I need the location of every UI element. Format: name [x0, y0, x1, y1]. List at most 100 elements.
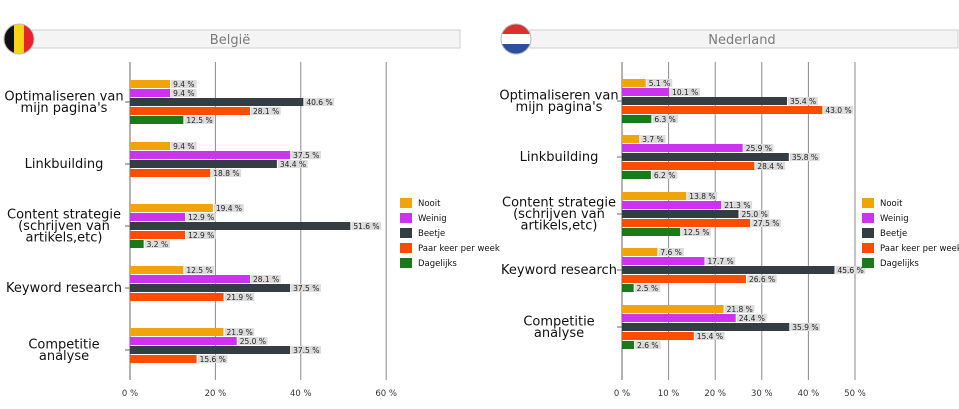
data-label-bg — [743, 144, 774, 152]
data-label: 26.6 % — [749, 275, 775, 284]
data-label-bg — [694, 332, 725, 340]
category-label: Competitie — [523, 314, 594, 329]
data-label-bg — [746, 275, 777, 283]
bar — [622, 192, 687, 200]
bar — [622, 162, 755, 170]
data-label: 7.6 % — [660, 248, 681, 257]
data-label: 37.5 % — [293, 284, 319, 293]
data-label: 21.9 % — [227, 293, 253, 302]
data-label-bg — [751, 219, 781, 227]
data-label: 12.5 % — [683, 228, 709, 237]
bar — [130, 151, 291, 159]
bar — [130, 328, 224, 336]
data-label: 28.1 % — [253, 275, 279, 284]
data-label-bg — [144, 240, 171, 248]
data-label: 24.4 % — [739, 314, 765, 323]
data-label: 17.7 % — [707, 257, 733, 266]
bar — [622, 284, 634, 292]
legend-label: Paar keer per week — [418, 244, 500, 254]
legend-label: Weinig — [880, 214, 909, 224]
bar — [622, 171, 651, 179]
bar — [622, 266, 835, 274]
data-label: 25.9 % — [746, 144, 772, 153]
data-label: 2.5 % — [637, 284, 658, 293]
data-label: 40.6 % — [306, 98, 332, 107]
data-label-bg — [224, 293, 255, 301]
category-label: Keyword research — [501, 263, 617, 278]
data-label-bg — [790, 323, 821, 331]
data-label: 10.1 % — [672, 88, 698, 97]
legend-label: Dagelijks — [880, 259, 919, 269]
data-label-bg — [171, 80, 197, 88]
category-label: analyse — [39, 349, 89, 364]
bar — [622, 332, 694, 340]
data-label-bg — [171, 89, 197, 97]
data-label: 9.4 % — [173, 142, 194, 151]
bar — [130, 337, 237, 345]
bar — [622, 210, 739, 218]
data-label-bg — [652, 115, 678, 123]
bar — [622, 257, 705, 265]
data-label: 3.2 % — [147, 240, 168, 249]
category-label: analyse — [534, 326, 584, 341]
category-label: Content strategie — [7, 208, 121, 223]
data-label-bg — [635, 341, 661, 349]
data-label: 35.9 % — [792, 323, 818, 332]
data-label-bg — [823, 106, 854, 114]
bar — [622, 305, 724, 313]
bar — [130, 355, 197, 363]
bar — [130, 142, 171, 150]
data-label-bg — [687, 192, 718, 200]
data-label: 19.4 % — [216, 204, 242, 213]
bar — [130, 116, 184, 124]
data-label: 37.5 % — [293, 151, 319, 160]
bar — [130, 275, 250, 283]
bar — [130, 222, 351, 230]
data-label-bg — [651, 171, 678, 179]
bar — [622, 275, 746, 283]
bar — [622, 248, 658, 256]
legend-label: Beetje — [418, 229, 445, 239]
data-label-bg — [724, 305, 755, 313]
data-label-bg — [184, 266, 215, 274]
data-label: 35.4 % — [790, 97, 816, 106]
data-label: 45.6 % — [837, 266, 863, 275]
legend-swatch — [862, 243, 874, 253]
category-label: (schrijven van — [513, 207, 605, 222]
data-label: 6.3 % — [654, 115, 675, 124]
x-tick-label: 50 % — [844, 389, 866, 399]
data-label-bg — [634, 284, 661, 292]
bar — [622, 228, 681, 236]
bar — [130, 107, 250, 115]
x-tick-label: 0 % — [614, 389, 630, 399]
bar — [622, 219, 751, 227]
bar — [622, 201, 722, 209]
legend-swatch — [862, 198, 874, 208]
bar — [622, 314, 736, 322]
data-label: 25.0 % — [240, 337, 266, 346]
data-label-bg — [736, 314, 767, 322]
data-label: 6.2 % — [654, 171, 675, 180]
category-label: Optimaliseren van — [499, 88, 618, 103]
data-label: 21.3 % — [724, 201, 750, 210]
bar — [622, 323, 790, 331]
legend: Nooit Weinig Beetje Paar keer per week Dagel… — [400, 198, 500, 269]
bar — [622, 144, 743, 152]
legend-label: Paar keer per week — [880, 244, 959, 254]
data-label: 13.8 % — [689, 192, 715, 201]
category-label: artikels,etc) — [521, 219, 598, 234]
data-label: 2.6 % — [637, 341, 658, 350]
x-tick-label: 20 % — [205, 389, 227, 399]
data-label-bg — [835, 266, 866, 274]
data-label-bg — [211, 169, 242, 177]
data-label-bg — [787, 97, 818, 105]
data-label: 28.1 % — [253, 107, 279, 116]
bar — [622, 115, 652, 123]
data-label-bg — [705, 257, 736, 265]
data-label-bg — [184, 116, 215, 124]
data-label: 12.9 % — [188, 213, 214, 222]
category-label: (schrijven van — [18, 219, 110, 234]
legend-swatch — [862, 258, 874, 268]
data-label: 35.8 % — [792, 153, 818, 162]
data-label-bg — [291, 346, 321, 354]
